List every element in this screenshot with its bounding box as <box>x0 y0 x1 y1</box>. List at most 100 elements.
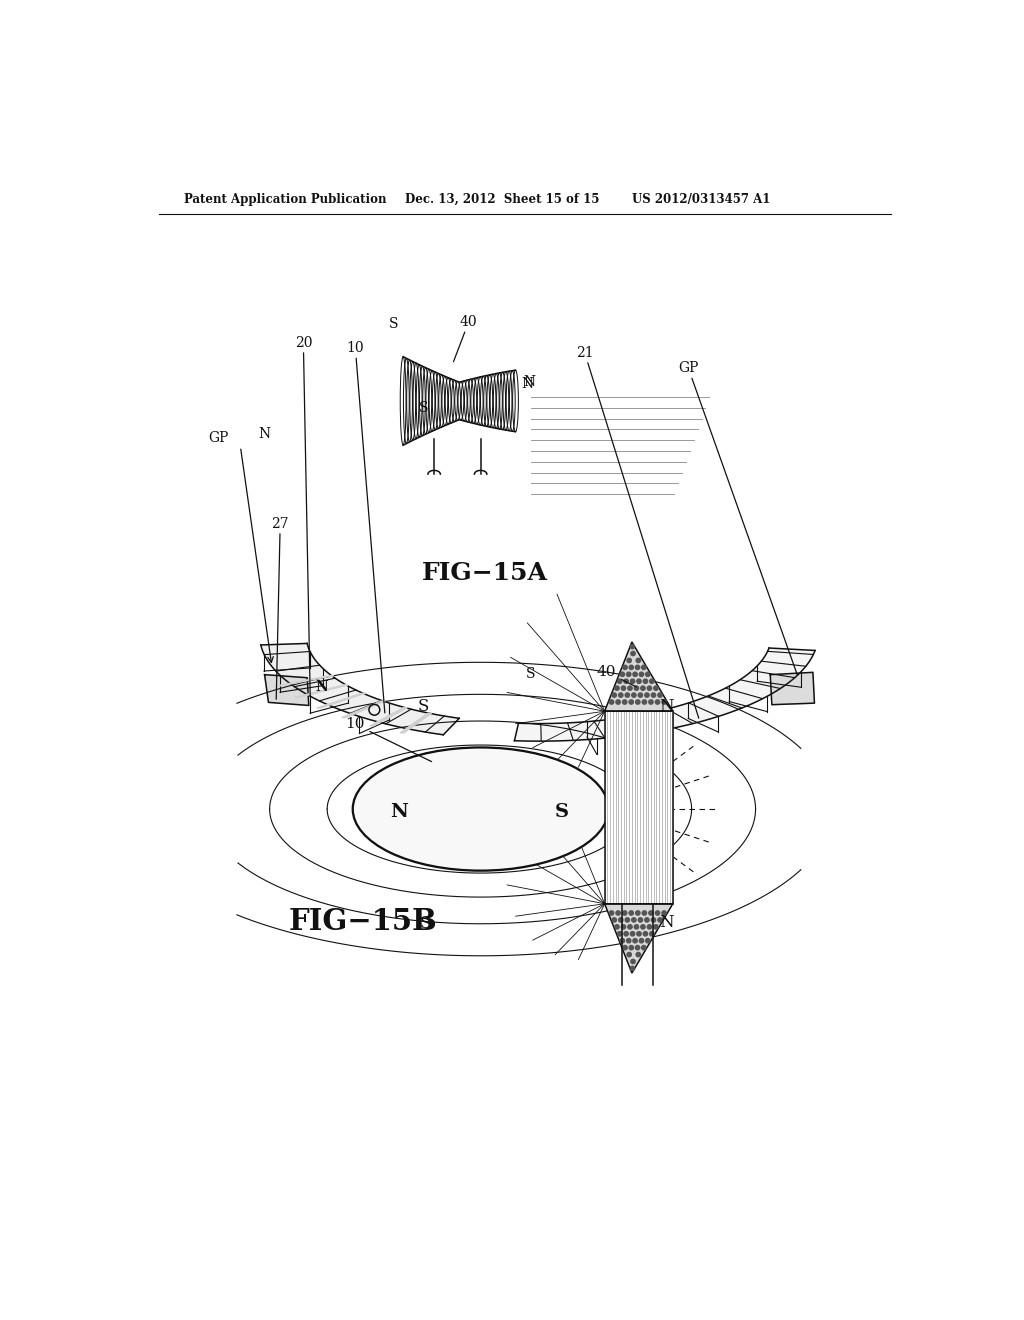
Text: FIG−15A: FIG−15A <box>422 561 548 585</box>
Text: GP: GP <box>678 362 798 676</box>
Circle shape <box>624 932 629 936</box>
Circle shape <box>627 953 632 957</box>
Circle shape <box>630 966 635 970</box>
Circle shape <box>612 693 616 697</box>
Polygon shape <box>278 676 334 686</box>
Text: GP: GP <box>208 430 228 445</box>
Circle shape <box>609 911 613 915</box>
Circle shape <box>651 693 655 697</box>
Text: 10: 10 <box>345 717 432 762</box>
Circle shape <box>617 678 622 684</box>
Circle shape <box>612 917 616 923</box>
Circle shape <box>647 925 651 929</box>
Text: S: S <box>388 317 398 331</box>
Text: FIG−15B: FIG−15B <box>289 907 437 936</box>
Circle shape <box>643 932 647 936</box>
Text: N: N <box>258 426 270 441</box>
Circle shape <box>638 693 643 697</box>
Circle shape <box>634 686 639 690</box>
Ellipse shape <box>352 747 608 871</box>
Circle shape <box>655 911 659 915</box>
Polygon shape <box>770 672 814 705</box>
Text: S: S <box>418 698 429 715</box>
Circle shape <box>629 911 634 915</box>
Circle shape <box>649 932 654 936</box>
Text: N: N <box>390 803 409 821</box>
Circle shape <box>643 678 647 684</box>
Circle shape <box>628 925 632 929</box>
Text: 40: 40 <box>454 315 477 362</box>
Circle shape <box>649 911 653 915</box>
Circle shape <box>622 686 626 690</box>
Text: 40: 40 <box>597 665 636 686</box>
Circle shape <box>657 917 663 923</box>
Circle shape <box>632 693 636 697</box>
Circle shape <box>636 700 640 704</box>
Circle shape <box>622 925 626 929</box>
Circle shape <box>631 651 635 656</box>
Text: N: N <box>523 375 536 388</box>
Circle shape <box>627 939 631 942</box>
Bar <box>604 711 673 904</box>
Circle shape <box>655 700 659 704</box>
Circle shape <box>624 678 629 684</box>
Circle shape <box>634 925 639 929</box>
Polygon shape <box>342 701 385 718</box>
Polygon shape <box>400 713 431 733</box>
Text: Patent Application Publication: Patent Application Publication <box>183 193 386 206</box>
Circle shape <box>636 953 640 957</box>
Text: S: S <box>420 915 431 932</box>
Circle shape <box>629 945 634 950</box>
Circle shape <box>662 700 667 704</box>
Text: Dec. 13, 2012  Sheet 15 of 15: Dec. 13, 2012 Sheet 15 of 15 <box>406 193 600 206</box>
Bar <box>604 711 673 904</box>
Circle shape <box>614 925 620 929</box>
Polygon shape <box>261 643 459 735</box>
Circle shape <box>636 659 640 663</box>
Text: N: N <box>521 378 534 391</box>
Circle shape <box>616 911 621 915</box>
Circle shape <box>631 678 635 684</box>
Circle shape <box>631 932 635 936</box>
Circle shape <box>657 693 663 697</box>
Circle shape <box>645 693 649 697</box>
Circle shape <box>629 665 634 669</box>
Polygon shape <box>295 685 348 697</box>
Circle shape <box>631 960 635 964</box>
Circle shape <box>649 678 654 684</box>
Circle shape <box>641 686 645 690</box>
Circle shape <box>623 911 627 915</box>
Text: N: N <box>315 680 329 694</box>
Circle shape <box>627 672 631 676</box>
Circle shape <box>637 678 641 684</box>
Circle shape <box>627 659 632 663</box>
Circle shape <box>638 917 643 923</box>
Circle shape <box>662 911 667 915</box>
Text: S: S <box>419 401 428 416</box>
Polygon shape <box>604 642 673 711</box>
Polygon shape <box>604 904 673 973</box>
Circle shape <box>616 700 621 704</box>
Circle shape <box>618 693 623 697</box>
Text: S: S <box>526 668 536 681</box>
Text: 20: 20 <box>295 337 312 696</box>
Polygon shape <box>370 708 408 726</box>
Circle shape <box>642 665 646 669</box>
Circle shape <box>621 939 625 942</box>
Polygon shape <box>264 675 309 705</box>
Circle shape <box>633 672 637 676</box>
Circle shape <box>653 925 658 929</box>
Circle shape <box>647 686 651 690</box>
Circle shape <box>609 700 613 704</box>
Circle shape <box>653 686 658 690</box>
Circle shape <box>646 672 650 676</box>
Polygon shape <box>514 648 815 741</box>
Circle shape <box>618 917 623 923</box>
Circle shape <box>639 939 644 942</box>
Circle shape <box>617 932 622 936</box>
Text: N: N <box>658 913 674 931</box>
Circle shape <box>642 700 646 704</box>
Circle shape <box>633 939 637 942</box>
Text: US 2012/0313457 A1: US 2012/0313457 A1 <box>632 193 770 206</box>
Circle shape <box>632 917 636 923</box>
